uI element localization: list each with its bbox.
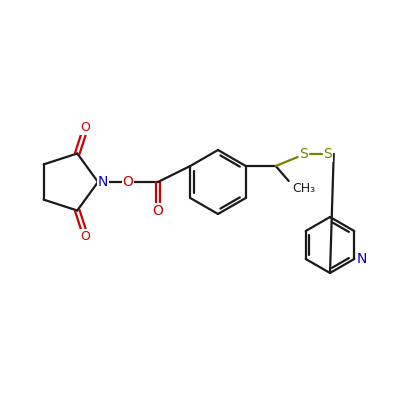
Text: O: O (122, 175, 134, 189)
Text: CH₃: CH₃ (292, 182, 315, 196)
Text: N: N (357, 252, 368, 266)
Text: S: S (323, 147, 332, 161)
Text: O: O (81, 230, 90, 243)
Text: N: N (98, 175, 108, 189)
Text: S: S (299, 147, 308, 161)
Text: O: O (152, 204, 164, 218)
Text: O: O (81, 121, 90, 134)
